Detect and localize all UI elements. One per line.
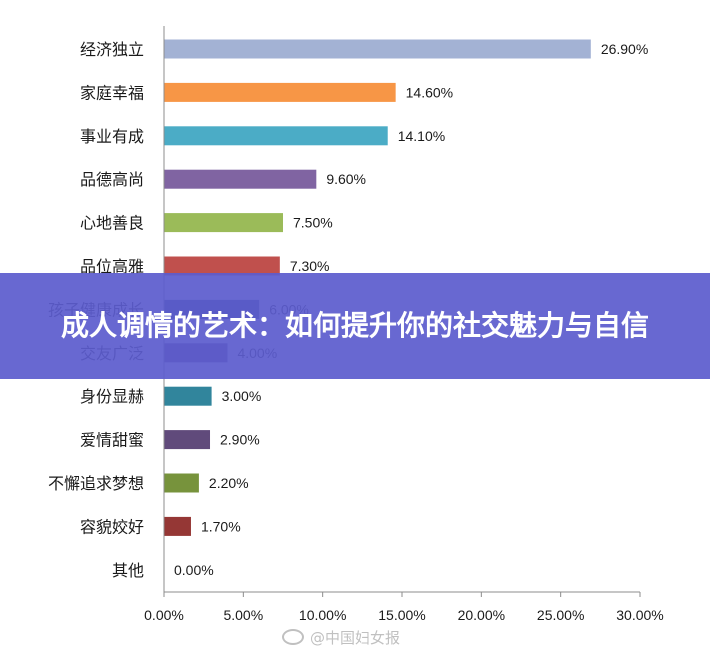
bar-0 [164,39,591,59]
category-label: 心地善良 [80,214,144,233]
bar-3 [164,169,317,189]
bar-2 [164,126,388,146]
category-label: 身份显赫 [80,387,144,406]
weibo-icon [282,629,304,645]
category-label: 容貌姣好 [80,517,144,536]
x-tick-label: 25.00% [537,607,584,623]
value-label: 7.30% [290,258,330,274]
bar-5 [164,256,280,276]
watermark-text: @中国妇女报 [310,628,401,647]
category-label: 品德高尚 [80,170,144,189]
category-label: 其他 [112,561,144,580]
title-banner: 成人调情的艺术：如何提升你的社交魅力与自信 [0,273,710,379]
value-label: 0.00% [174,562,214,578]
banner-title: 成人调情的艺术：如何提升你的社交魅力与自信 [60,309,649,342]
category-label: 品位高雅 [80,257,144,276]
bar-10 [164,473,199,493]
x-tick-label: 10.00% [299,607,346,623]
value-label: 26.90% [601,41,648,57]
bar-4 [164,213,283,233]
value-label: 14.10% [398,128,445,144]
x-tick-label: 20.00% [458,607,505,623]
value-label: 2.20% [209,475,249,491]
value-label: 3.00% [222,388,262,404]
value-label: 1.70% [201,518,241,534]
bar-8 [164,386,212,406]
category-label: 不懈追求梦想 [48,474,144,493]
bar-1 [164,82,396,102]
category-label: 经济独立 [80,40,144,59]
value-label: 9.60% [326,171,366,187]
value-label: 7.50% [293,215,333,231]
x-tick-label: 0.00% [144,607,184,623]
value-label: 14.60% [406,84,453,100]
bar-11 [164,516,191,536]
category-label: 爱情甜蜜 [80,431,144,450]
watermark: @中国妇女报 [282,626,400,648]
x-tick-label: 30.00% [616,607,663,623]
x-tick-label: 5.00% [223,607,263,623]
bar-9 [164,430,211,450]
category-label: 事业有成 [80,127,144,146]
value-label: 2.90% [220,432,260,448]
x-tick-label: 15.00% [378,607,425,623]
category-label: 家庭幸福 [80,83,144,102]
